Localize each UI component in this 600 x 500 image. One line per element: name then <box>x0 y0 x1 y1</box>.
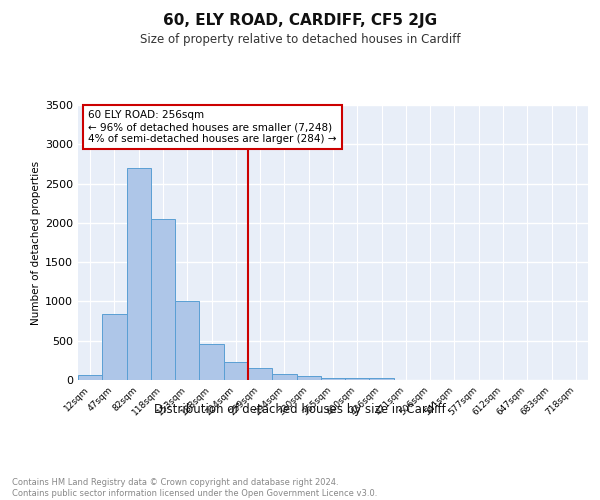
Bar <box>370 378 394 380</box>
Bar <box>127 168 151 380</box>
Text: Size of property relative to detached houses in Cardiff: Size of property relative to detached ho… <box>140 32 460 46</box>
Bar <box>78 376 102 380</box>
Text: 60, ELY ROAD, CARDIFF, CF5 2JG: 60, ELY ROAD, CARDIFF, CF5 2JG <box>163 12 437 28</box>
Bar <box>199 344 224 380</box>
Bar <box>272 374 296 380</box>
Bar <box>321 378 345 380</box>
Y-axis label: Number of detached properties: Number of detached properties <box>31 160 41 324</box>
Text: Distribution of detached houses by size in Cardiff: Distribution of detached houses by size … <box>154 402 446 415</box>
Text: 60 ELY ROAD: 256sqm
← 96% of detached houses are smaller (7,248)
4% of semi-deta: 60 ELY ROAD: 256sqm ← 96% of detached ho… <box>88 110 337 144</box>
Bar <box>175 300 199 380</box>
Bar <box>102 314 127 380</box>
Bar <box>151 219 175 380</box>
Bar <box>296 376 321 380</box>
Bar <box>345 378 370 380</box>
Text: Contains HM Land Registry data © Crown copyright and database right 2024.
Contai: Contains HM Land Registry data © Crown c… <box>12 478 377 498</box>
Bar <box>224 362 248 380</box>
Bar <box>248 368 272 380</box>
